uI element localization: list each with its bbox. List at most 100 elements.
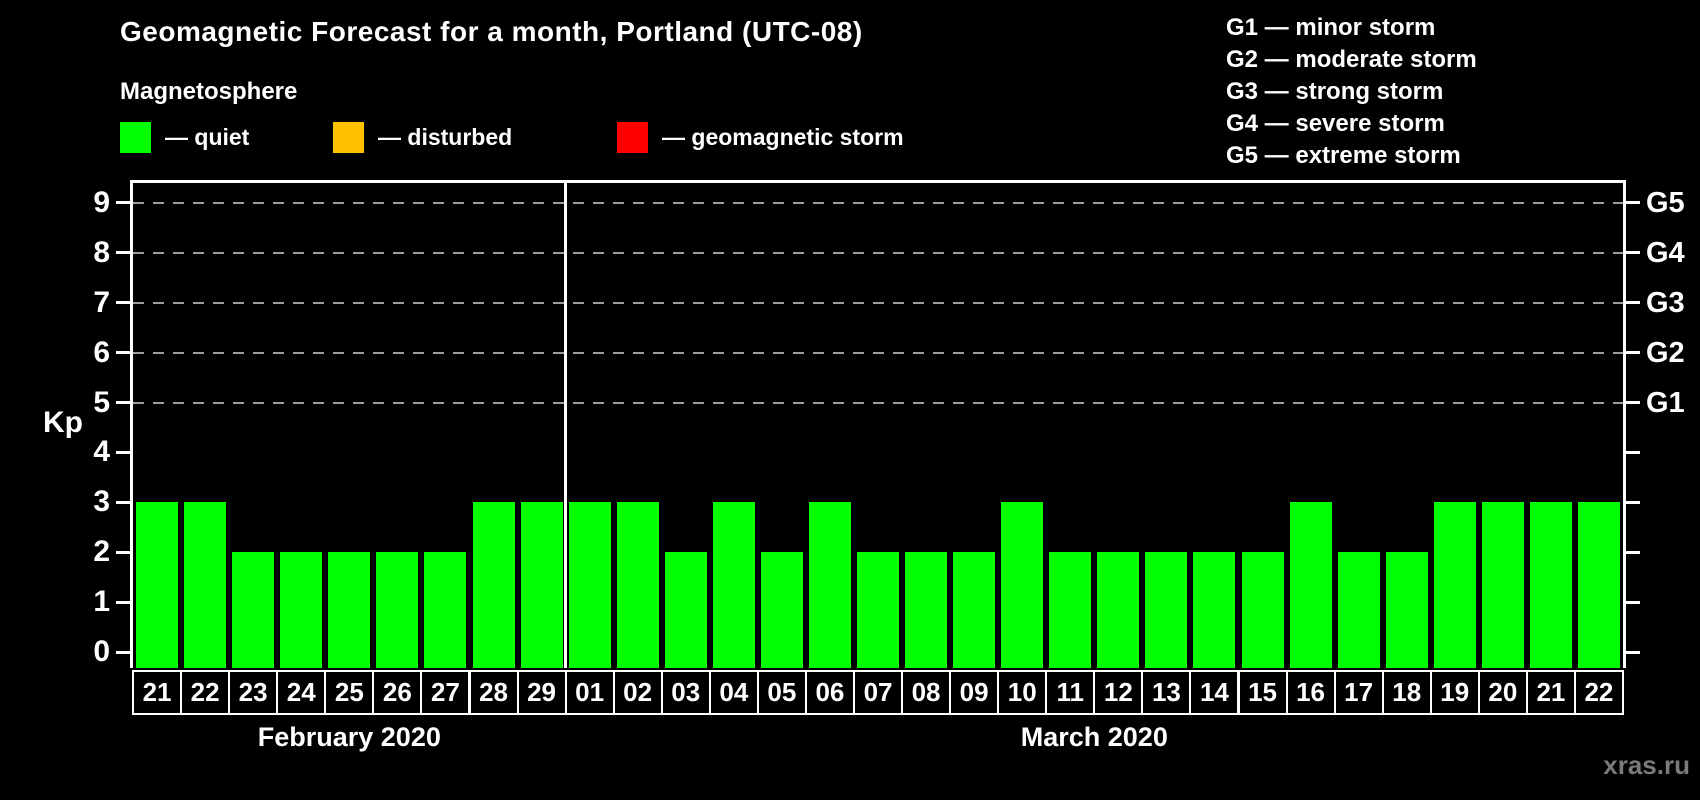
y-tick-right-6	[1626, 351, 1640, 355]
kp-bar-day-28	[472, 502, 515, 668]
disturbed-color-swatch	[333, 122, 364, 153]
kp-bar-day-22	[184, 502, 227, 668]
day-label-24: 24	[276, 670, 327, 715]
day-label-17: 17	[1333, 670, 1384, 715]
kp-bar-day-23	[232, 552, 275, 668]
y-axis-title: Kp	[43, 406, 83, 439]
kp-bar-day-22	[1577, 502, 1620, 668]
y-tick-left-5	[116, 401, 130, 404]
kp-bar-day-20	[1481, 502, 1524, 668]
y-tick-left-4	[116, 450, 130, 454]
y-tick-label-0: 0	[93, 635, 110, 668]
kp-bar-day-02	[616, 502, 659, 668]
kp-bar-day-10	[1001, 502, 1044, 668]
day-label-20: 20	[1477, 670, 1528, 715]
kp-bar-day-08	[905, 552, 948, 668]
day-label-07: 07	[853, 670, 904, 715]
month-label-february: February 2020	[257, 722, 441, 752]
kp-bar-day-01	[568, 502, 611, 668]
y-tick-label-3: 3	[93, 485, 110, 519]
y-tick-left-8	[116, 251, 130, 255]
storm-scale-g3: G3 — strong storm	[1226, 78, 1444, 105]
y-tick-right-0	[1626, 650, 1640, 654]
gridline-kp-5	[133, 401, 1623, 404]
y-tick-label-4: 4	[93, 435, 110, 469]
legend-item-label: — quiet	[165, 124, 250, 150]
kp-bar-day-18	[1385, 552, 1428, 668]
watermark: xras.ru	[1603, 750, 1690, 780]
gridline-kp-6	[133, 351, 1623, 354]
kp-bar-day-19	[1433, 502, 1476, 668]
kp-bar-day-26	[376, 552, 419, 668]
quiet-color-swatch	[120, 122, 151, 153]
kp-bar-day-17	[1337, 552, 1380, 668]
day-label-26: 26	[372, 670, 423, 715]
kp-bar-day-27	[424, 552, 467, 668]
y-tick-right-1	[1626, 600, 1640, 604]
y-tick-right-7	[1626, 301, 1640, 305]
day-label-02: 02	[612, 670, 663, 715]
kp-bar-day-12	[1097, 552, 1140, 668]
kp-bar-day-04	[712, 502, 755, 668]
kp-bar-day-15	[1241, 552, 1284, 668]
day-label-13: 13	[1141, 670, 1192, 715]
day-label-23: 23	[228, 670, 279, 715]
legend-item-geomagnetic-storm: — geomagnetic storm	[617, 122, 904, 153]
day-label-21: 21	[1525, 670, 1576, 715]
y-tick-left-7	[116, 301, 130, 305]
kp-bar-day-11	[1049, 552, 1092, 668]
kp-bar-day-07	[857, 552, 900, 668]
g-scale-label-g2: G2	[1646, 336, 1685, 369]
y-tick-label-5: 5	[93, 385, 110, 419]
day-label-22: 22	[1573, 670, 1624, 715]
kp-bar-day-16	[1289, 502, 1332, 668]
y-tick-left-2	[116, 550, 130, 554]
kp-bar-day-03	[664, 552, 707, 668]
day-label-10: 10	[997, 670, 1048, 715]
y-tick-right-2	[1626, 550, 1640, 554]
day-label-25: 25	[324, 670, 375, 715]
plot-area	[130, 180, 1626, 668]
y-tick-label-6: 6	[93, 335, 110, 369]
legend-item-quiet: — quiet	[120, 122, 249, 153]
y-tick-right-8	[1626, 251, 1640, 255]
g-scale-label-g5: G5	[1646, 186, 1685, 219]
day-label-27: 27	[420, 670, 471, 715]
storm-scale-g4: G4 — severe storm	[1226, 110, 1445, 137]
geomagnetic-storm-color-swatch	[617, 122, 648, 153]
storm-scale-legend: G1 — minor storm G2 — moderate storm G3 …	[1226, 12, 1477, 172]
gridline-kp-7	[133, 301, 1623, 304]
day-label-19: 19	[1429, 670, 1480, 715]
legend-item-label: — disturbed	[378, 124, 513, 150]
y-tick-left-0	[116, 650, 130, 654]
storm-scale-g5: G5 — extreme storm	[1226, 142, 1461, 169]
day-label-15: 15	[1237, 670, 1288, 715]
y-tick-left-9	[116, 201, 130, 205]
y-tick-label-9: 9	[93, 185, 110, 219]
kp-bar-day-09	[953, 552, 996, 668]
day-label-05: 05	[756, 670, 807, 715]
day-label-04: 04	[708, 670, 759, 715]
storm-scale-g2: G2 — moderate storm	[1226, 46, 1477, 73]
kp-bar-day-06	[808, 502, 851, 668]
kp-bar-day-05	[760, 552, 803, 668]
day-label-09: 09	[949, 670, 1000, 715]
day-label-06: 06	[804, 670, 855, 715]
day-label-28: 28	[468, 670, 519, 715]
day-label-18: 18	[1381, 670, 1432, 715]
day-label-21: 21	[132, 670, 183, 715]
y-tick-right-9	[1626, 201, 1640, 205]
kp-bar-day-29	[520, 502, 563, 668]
day-label-12: 12	[1093, 670, 1144, 715]
y-tick-left-6	[116, 351, 130, 355]
y-tick-label-1: 1	[93, 585, 110, 619]
y-tick-right-4	[1626, 450, 1640, 454]
y-tick-right-3	[1626, 500, 1640, 504]
kp-bar-day-21	[136, 502, 179, 668]
y-tick-label-2: 2	[93, 535, 110, 569]
g-scale-label-g3: G3	[1646, 286, 1685, 319]
y-tick-label-7: 7	[93, 285, 110, 319]
magnetosphere-legend-heading: Magnetosphere	[120, 78, 298, 105]
legend-item-disturbed: — disturbed	[333, 122, 512, 153]
